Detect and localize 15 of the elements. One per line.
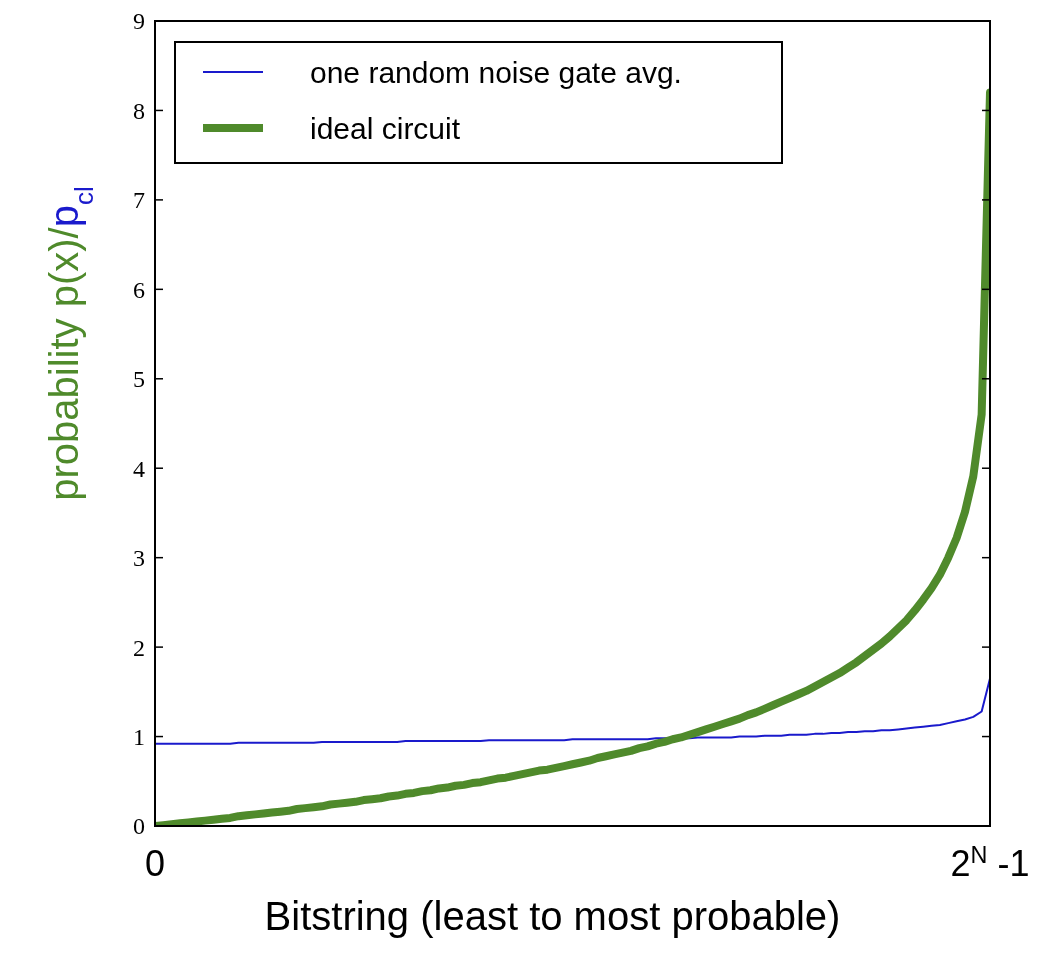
y-tick-label: 1 xyxy=(133,723,145,750)
y-tick-label: 2 xyxy=(133,634,145,661)
y-tick-label: 0 xyxy=(133,813,145,840)
y-tick-label: 7 xyxy=(133,187,145,214)
x-axis-title: Bitstring (least to most probable) xyxy=(264,894,841,938)
y-tick-label: 8 xyxy=(133,97,145,124)
y-tick-label: 5 xyxy=(133,366,145,393)
line-series xyxy=(155,677,990,745)
legend-label: one random noise gate avg. xyxy=(310,55,682,89)
y-tick-label: 9 xyxy=(133,8,145,35)
y-tick-label: 4 xyxy=(133,455,145,482)
y-tick-label: 6 xyxy=(133,276,145,303)
legend-label: ideal circuit xyxy=(310,111,461,145)
y-tick-label: 3 xyxy=(133,545,145,572)
x-tick-label: 2$^{N}$ -1 xyxy=(950,842,1030,884)
